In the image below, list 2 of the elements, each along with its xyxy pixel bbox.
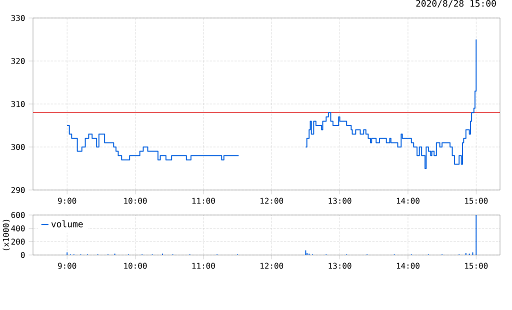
legend-label: volume (51, 220, 83, 228)
chart-title: 2020/8/28 15:00 (416, 0, 496, 8)
